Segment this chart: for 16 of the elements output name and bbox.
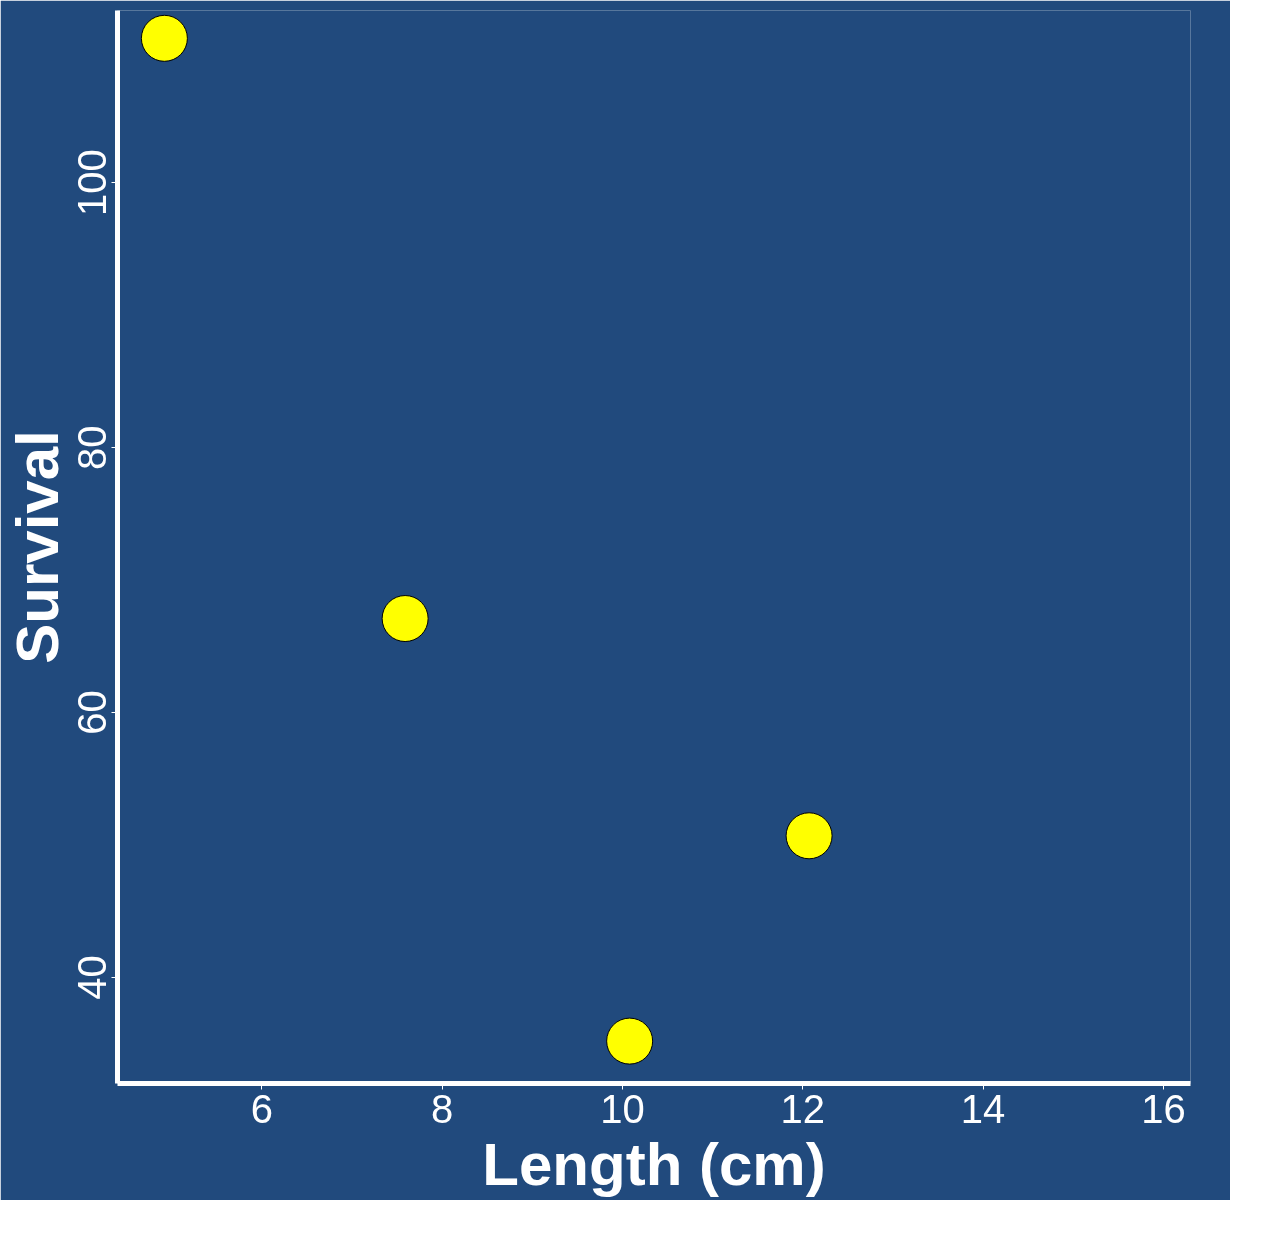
y-tick-label: 60 (70, 690, 115, 735)
point (381, 595, 429, 642)
y-tick-label: 40 (70, 955, 115, 1000)
x-tick-label: 10 (600, 1086, 645, 1131)
y-tick-label: 80 (70, 425, 115, 470)
x-axis-title: Length (cm) (482, 1130, 826, 1198)
point (785, 812, 833, 860)
point (140, 14, 188, 62)
x-tick-label: 8 (430, 1086, 454, 1131)
x-tick-label: 16 (1141, 1086, 1186, 1131)
x-tick-label: 12 (780, 1086, 826, 1131)
x-tick-label: 6 (250, 1086, 273, 1131)
y-tick-label: 100 (70, 149, 115, 217)
y-axis-title: Survival (3, 430, 71, 664)
x-tick-label: 14 (960, 1086, 1006, 1131)
point (606, 1017, 654, 1065)
